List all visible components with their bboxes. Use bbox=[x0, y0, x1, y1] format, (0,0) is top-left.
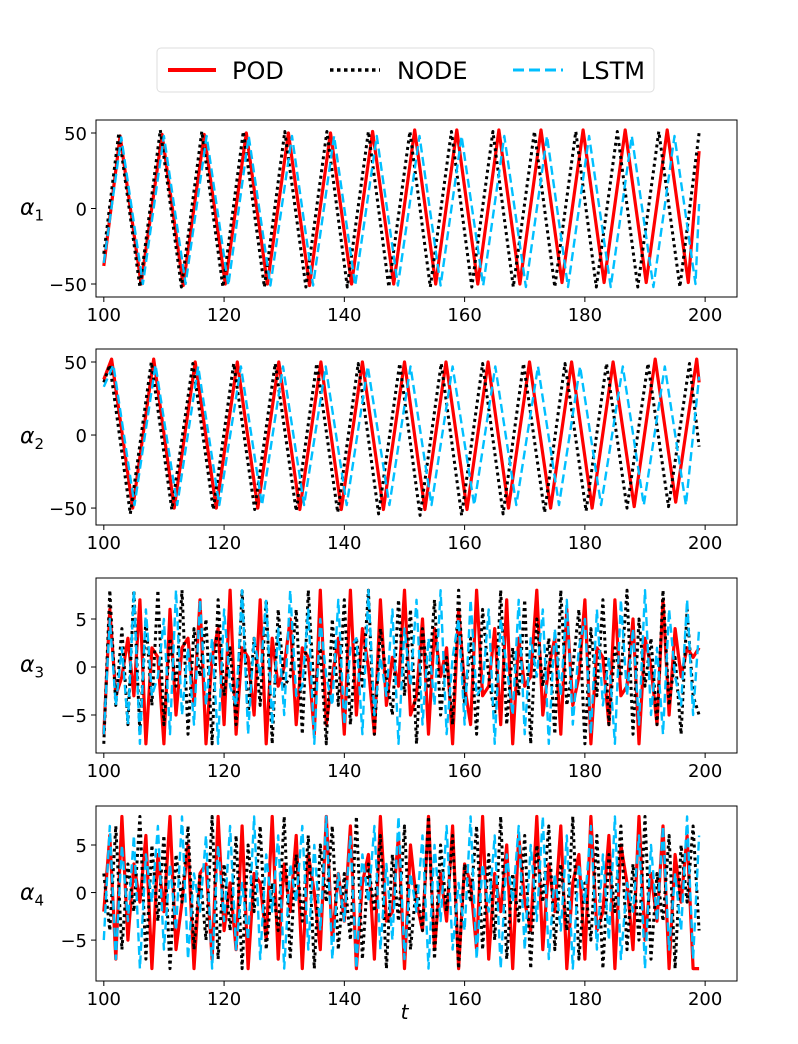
x-tick-label: 180 bbox=[568, 533, 602, 554]
legend: POD NODE LSTM bbox=[156, 47, 655, 93]
x-tick-label: 200 bbox=[688, 305, 722, 326]
subplot-4: 100 120 140 160 180 200 −5 0 5 α4 t bbox=[20, 805, 738, 1024]
series-line-node bbox=[102, 128, 701, 289]
x-axis-label: t bbox=[401, 1000, 410, 1024]
y-axis-label: α4 bbox=[20, 881, 44, 910]
legend-label-node: NODE bbox=[397, 57, 468, 85]
y-tick-label: 50 bbox=[64, 124, 87, 145]
y-tick-label: −50 bbox=[49, 275, 87, 296]
y-axis-label-subscript: 1 bbox=[35, 207, 45, 225]
y-tick-label: −5 bbox=[60, 931, 87, 952]
legend-box bbox=[156, 47, 655, 93]
y-axis-label: α3 bbox=[20, 653, 44, 682]
y-axis-label-subscript: 4 bbox=[35, 892, 45, 910]
x-tick-label: 160 bbox=[447, 989, 481, 1010]
x-tick-label: 200 bbox=[688, 989, 722, 1010]
x-tick-label: 100 bbox=[87, 533, 121, 554]
x-tick-label: 120 bbox=[207, 533, 241, 554]
y-tick-label: 0 bbox=[76, 200, 87, 221]
axes-frame bbox=[95, 348, 738, 526]
x-tick-label: 120 bbox=[207, 989, 241, 1010]
x-tick-label: 160 bbox=[447, 761, 481, 782]
series-line-pod bbox=[102, 357, 701, 512]
x-tick-label: 120 bbox=[207, 305, 241, 326]
series-group bbox=[102, 128, 701, 289]
y-tick-label: 0 bbox=[76, 884, 87, 905]
series-line-lstm bbox=[102, 815, 701, 970]
x-tick-label: 100 bbox=[87, 761, 121, 782]
x-tick-label: 140 bbox=[327, 761, 361, 782]
x-tick-label: 140 bbox=[327, 305, 361, 326]
series-group bbox=[102, 357, 701, 517]
series-line-node bbox=[102, 360, 701, 517]
y-tick-label: 5 bbox=[76, 610, 87, 631]
subplot-2: 100 120 140 160 180 200 −50 0 50 α2 bbox=[20, 348, 738, 554]
axes-frame bbox=[95, 577, 738, 754]
y-tick-label: −50 bbox=[49, 499, 87, 520]
x-tick-label: 180 bbox=[568, 989, 602, 1010]
x-tick-label: 180 bbox=[568, 761, 602, 782]
y-axis-label: α2 bbox=[20, 424, 44, 453]
subplot-3: 100 120 140 160 180 200 −5 0 5 α3 bbox=[20, 577, 738, 782]
x-tick-label: 120 bbox=[207, 761, 241, 782]
series-line-pod bbox=[102, 128, 701, 288]
y-axis-label-subscript: 3 bbox=[35, 664, 45, 682]
series-group bbox=[102, 814, 701, 971]
x-tick-label: 140 bbox=[327, 533, 361, 554]
series-line-lstm bbox=[102, 363, 701, 507]
x-tick-label: 160 bbox=[447, 305, 481, 326]
x-tick-label: 100 bbox=[87, 305, 121, 326]
series-group bbox=[102, 588, 701, 746]
legend-label-lstm: LSTM bbox=[581, 57, 645, 85]
y-axis-label: α1 bbox=[20, 196, 44, 225]
x-tick-label: 100 bbox=[87, 989, 121, 1010]
series-line-lstm bbox=[102, 134, 701, 289]
x-tick-label: 200 bbox=[688, 533, 722, 554]
y-tick-label: −5 bbox=[60, 706, 87, 727]
y-tick-label: 50 bbox=[64, 353, 87, 374]
x-tick-label: 140 bbox=[327, 989, 361, 1010]
subplot-1: 100 120 140 160 180 200 −50 0 50 α1 bbox=[20, 119, 738, 326]
x-tick-label: 180 bbox=[568, 305, 602, 326]
y-tick-label: 5 bbox=[76, 836, 87, 857]
series-line-lstm bbox=[102, 589, 701, 745]
y-tick-label: 0 bbox=[76, 658, 87, 679]
y-tick-label: 0 bbox=[76, 426, 87, 447]
x-tick-label: 200 bbox=[688, 761, 722, 782]
x-tick-label: 160 bbox=[447, 533, 481, 554]
y-axis-label-subscript: 2 bbox=[35, 435, 45, 453]
axes-frame bbox=[95, 805, 738, 982]
legend-label-pod: POD bbox=[232, 57, 284, 85]
